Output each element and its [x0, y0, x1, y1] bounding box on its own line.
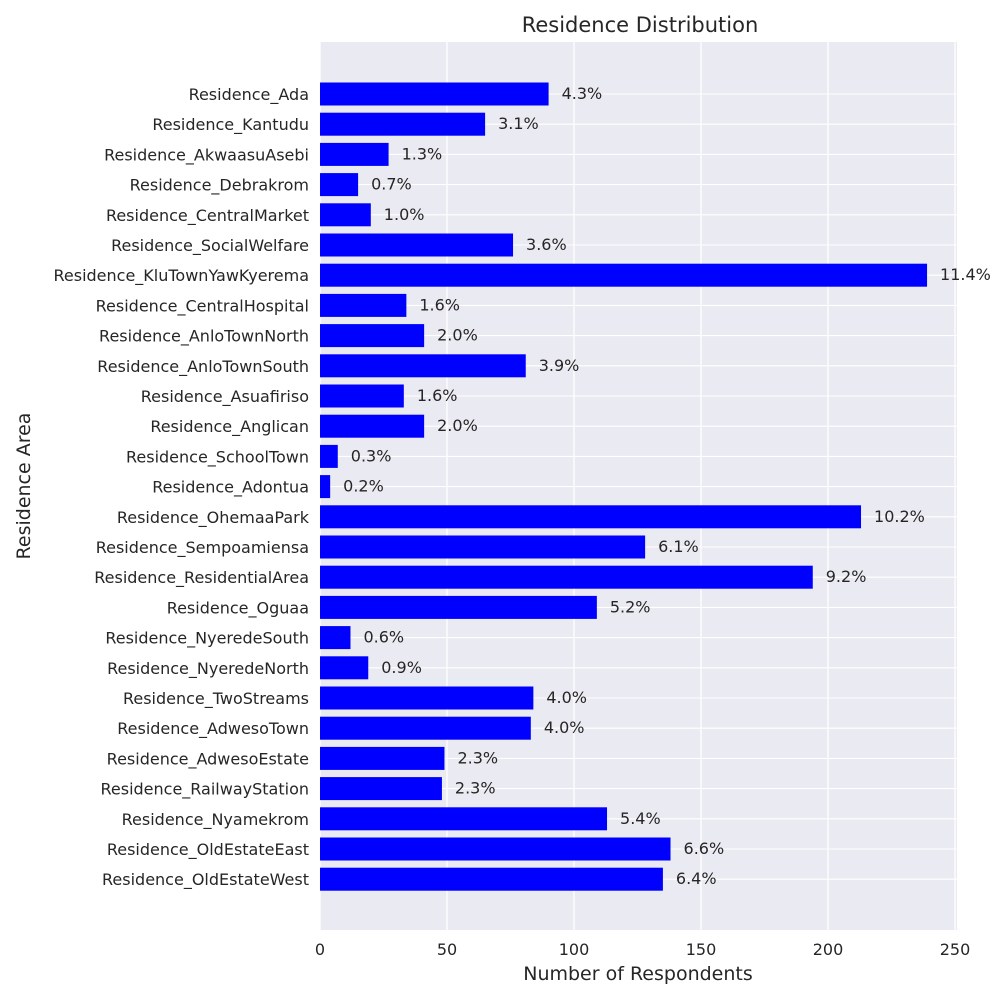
bar-value-label: 4.3%	[562, 84, 603, 103]
y-tick-label: Residence_NyeredeSouth	[105, 629, 309, 649]
bar	[320, 263, 928, 287]
x-tick-label: 150	[686, 940, 717, 959]
x-tick-label: 50	[437, 940, 457, 959]
x-axis-title: Number of Respondents	[523, 963, 753, 985]
x-tick-label: 0	[315, 940, 325, 959]
bar-value-label: 1.6%	[417, 386, 458, 405]
y-tick-label: Residence_Ada	[189, 85, 309, 105]
y-tick-label: Residence_ResidentialArea	[94, 568, 309, 588]
y-axis-title: Residence Area	[13, 413, 35, 560]
bars	[320, 82, 928, 891]
y-tick-label: Residence_Kantudu	[152, 115, 309, 135]
bar-value-label: 2.3%	[457, 748, 498, 767]
bar	[320, 142, 389, 166]
x-tick-label: 100	[559, 940, 590, 959]
bar-value-label: 0.6%	[363, 628, 404, 647]
bar-value-label: 1.6%	[419, 295, 460, 314]
bar	[320, 354, 526, 378]
y-tick-label: Residence_NyeredeNorth	[107, 659, 309, 679]
bar	[320, 656, 369, 680]
y-tick-label: Residence_OhemaaPark	[117, 508, 310, 528]
bar	[320, 505, 862, 529]
bar	[320, 475, 331, 499]
bar-value-label: 1.0%	[384, 205, 425, 224]
y-tick-label: Residence_CentralMarket	[106, 206, 309, 226]
y-tick-label: Residence_Asuafiriso	[141, 387, 309, 407]
bar	[320, 626, 351, 650]
bar-value-label: 11.4%	[940, 265, 991, 284]
bar-value-label: 10.2%	[874, 507, 925, 526]
bar-value-label: 5.4%	[620, 809, 661, 828]
y-tick-label: Residence_KluTownYawKyerema	[53, 266, 309, 286]
y-tick-label: Residence_AdwesoEstate	[107, 749, 309, 769]
bar	[320, 867, 663, 891]
y-tick-label: Residence_Nyamekrom	[122, 810, 309, 830]
y-tick-label: Residence_OldEstateEast	[107, 840, 309, 860]
bar-value-label: 6.4%	[676, 869, 717, 888]
y-tick-label: Residence_Oguaa	[167, 598, 309, 618]
y-tick-label: Residence_Adontua	[152, 478, 309, 498]
y-tick-label: Residence_AnloTownNorth	[99, 327, 309, 347]
y-tick-label: Residence_SocialWelfare	[111, 236, 309, 256]
bar-value-label: 3.6%	[526, 235, 567, 254]
y-tick-label: Residence_CentralHospital	[96, 296, 309, 316]
x-tick-label: 200	[813, 940, 844, 959]
bar	[320, 595, 597, 619]
y-tick-label: Residence_OldEstateWest	[102, 870, 309, 890]
y-tick-label: Residence_Anglican	[150, 417, 309, 437]
bar	[320, 384, 404, 408]
bar-value-label: 6.6%	[684, 839, 725, 858]
y-tick-label: Residence_TwoStreams	[123, 689, 309, 709]
bar	[320, 777, 442, 801]
y-tick-label: Residence_Sempoamiensa	[96, 538, 309, 558]
y-tick-label: Residence_Debrakrom	[130, 176, 309, 196]
bar	[320, 565, 813, 589]
grid-lines	[319, 42, 957, 930]
bar	[320, 82, 549, 106]
bar-value-label: 0.7%	[371, 175, 412, 194]
bar-value-label: 6.1%	[658, 537, 699, 556]
y-tick-label: Residence_RailwayStation	[100, 780, 309, 800]
bar	[320, 324, 425, 348]
bar	[320, 716, 531, 740]
bar	[320, 444, 338, 468]
bar-value-label: 2.3%	[455, 779, 496, 798]
y-tick-labels: Residence_Ada Residence_Kantudu Residence_…	[53, 85, 309, 890]
bar-value-labels: 4.3% 3.1% 1.3% 0.7% 1.0% 3.6% 11.4% 1.6% 2.0% 3.9…	[343, 84, 991, 888]
bar	[320, 686, 534, 710]
bar-value-label: 1.3%	[402, 144, 443, 163]
bar	[320, 535, 646, 559]
bar	[320, 837, 671, 861]
y-tick-label: Residence_SchoolTown	[126, 447, 309, 467]
bar-value-label: 4.0%	[544, 718, 585, 737]
bar-value-label: 0.9%	[381, 658, 422, 677]
bar-value-label: 4.0%	[546, 688, 587, 707]
bar	[320, 746, 445, 770]
bar	[320, 414, 425, 438]
bar	[320, 293, 407, 317]
bar-value-label: 2.0%	[437, 416, 478, 435]
bar	[320, 173, 359, 197]
bar-value-label: 5.2%	[610, 597, 651, 616]
chart-title: Residence Distribution	[522, 13, 759, 37]
x-tick-labels: 0 50 100 150 200 250	[315, 940, 970, 959]
bar	[320, 807, 608, 831]
y-tick-label: Residence_AnloTownSouth	[97, 357, 309, 377]
bar-value-label: 0.2%	[343, 477, 384, 496]
bar	[320, 233, 514, 257]
bar	[320, 112, 486, 136]
bar	[320, 203, 371, 227]
x-tick-label: 250	[940, 940, 971, 959]
bar-value-label: 3.9%	[539, 356, 580, 375]
bar-value-label: 2.0%	[437, 326, 478, 345]
y-tick-label: Residence_AdwesoTown	[117, 719, 309, 739]
y-tick-label: Residence_AkwaasuAsebi	[104, 145, 309, 165]
bar-value-label: 3.1%	[498, 114, 539, 133]
bar-value-label: 9.2%	[826, 567, 867, 586]
bar-value-label: 0.3%	[351, 446, 392, 465]
